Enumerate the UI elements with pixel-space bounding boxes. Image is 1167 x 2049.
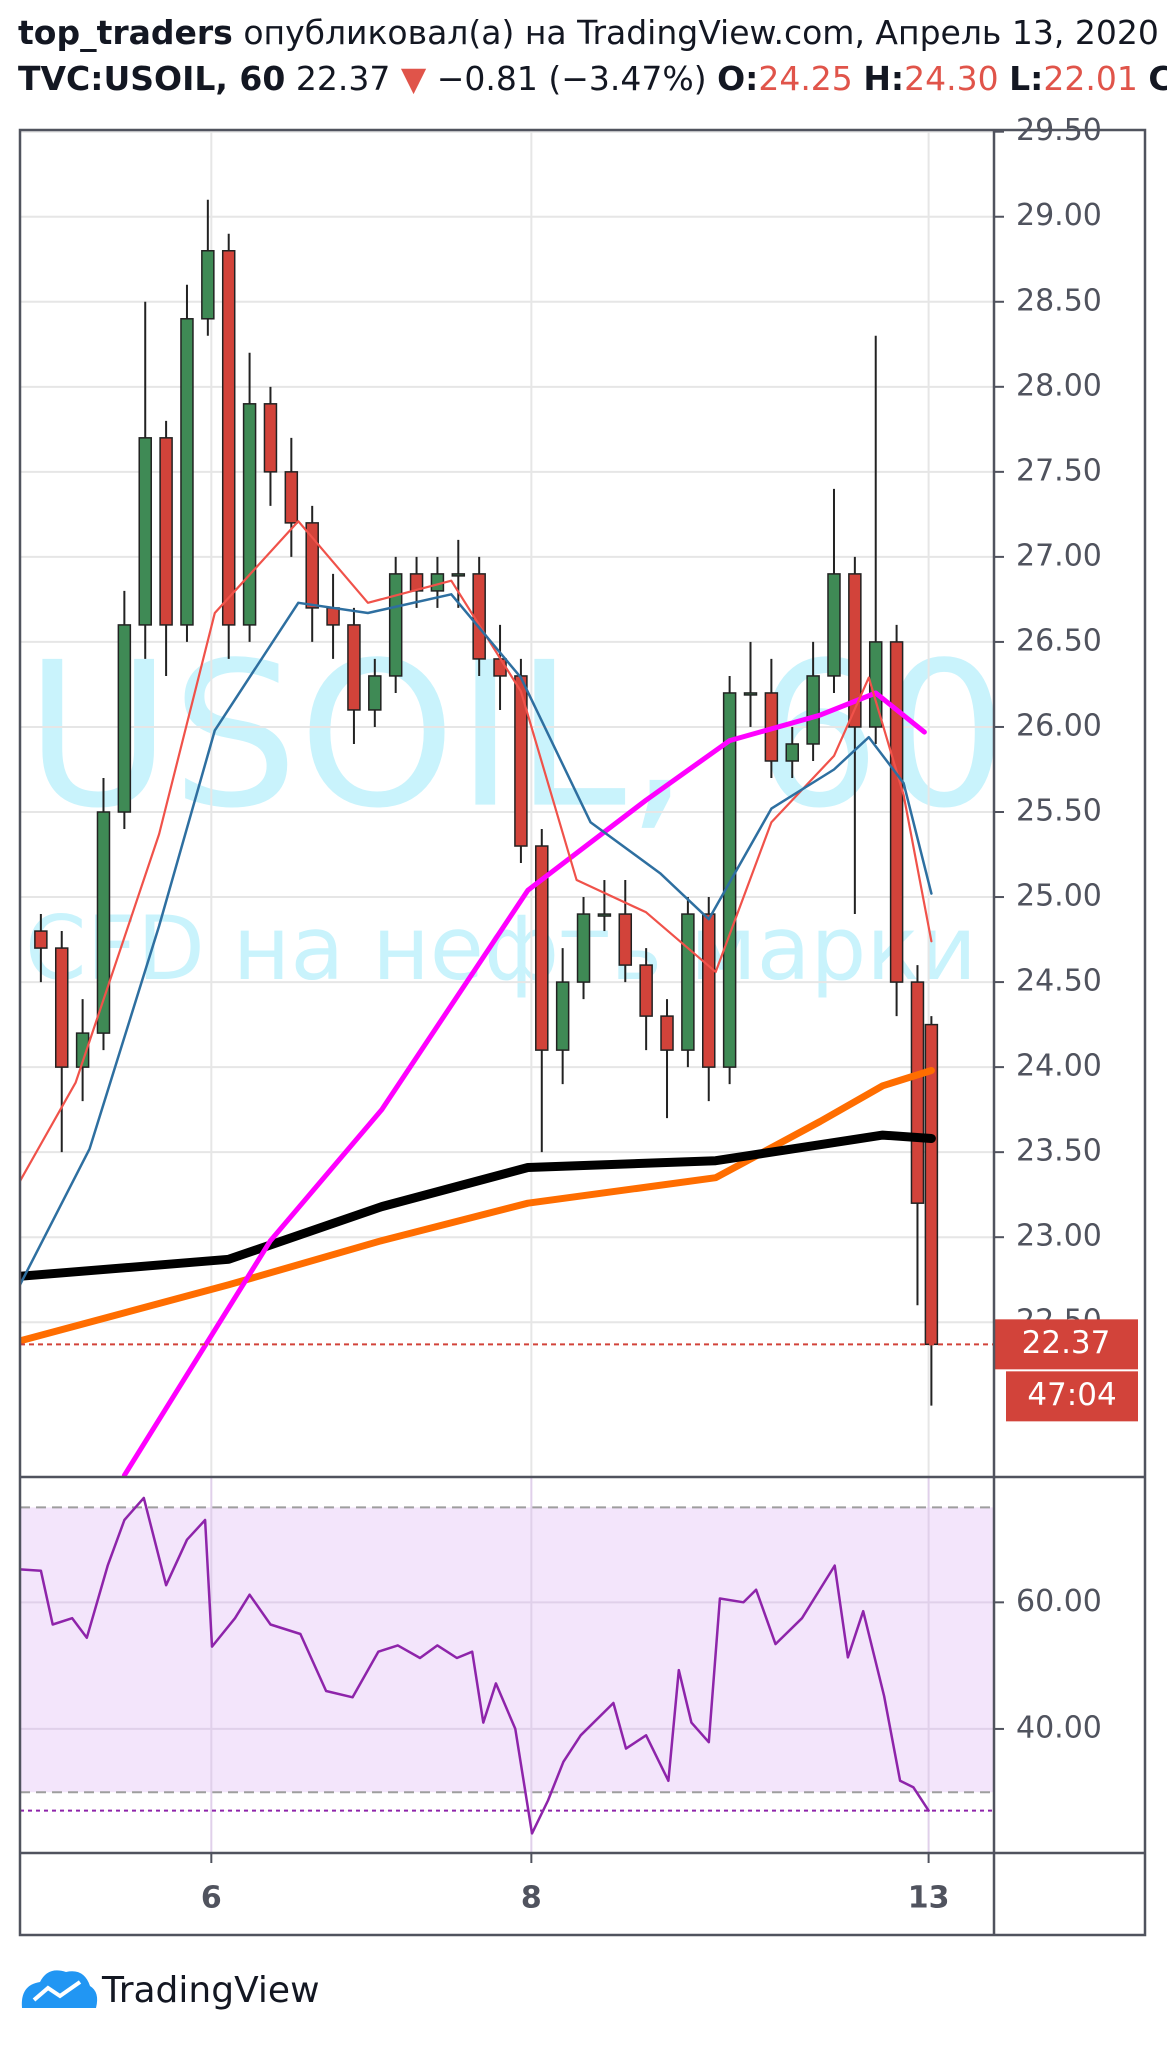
moving-average [20, 1067, 935, 1345]
candle-body [514, 675, 528, 847]
rsi-band [20, 1507, 994, 1793]
moving-average [20, 1130, 936, 1281]
candle-body [326, 607, 340, 626]
user: top_traders [18, 13, 233, 52]
axes: 22.5023.0023.5024.0024.5025.0025.5026.00… [201, 113, 1138, 1916]
l-value: 22.01 [1043, 59, 1138, 98]
moving-average [20, 593, 933, 1287]
rsi-pane [20, 1477, 994, 1853]
candle-body [388, 573, 403, 677]
candle-body [848, 573, 862, 728]
candle-body [576, 913, 591, 983]
arrow: ▼ [400, 59, 427, 98]
rsi-y-tick-label: 40.00 [1016, 1710, 1102, 1745]
rsi-line [20, 1496, 930, 1835]
countdown-label: 47:04 [1027, 1377, 1116, 1413]
h-label: H: [863, 59, 905, 98]
y-tick-label: 27.00 [1016, 538, 1102, 573]
header: top_traders опубликовал(а) на TradingVie… [18, 10, 1167, 102]
countdown-bg [1006, 1371, 1138, 1422]
o-label: O: [717, 59, 759, 98]
y-tick-label: 28.50 [1016, 283, 1102, 318]
symbol: TVC:USOIL, 60 [18, 59, 286, 98]
y-tick-label: 23.00 [1016, 1219, 1102, 1254]
candle-body [75, 1032, 90, 1068]
publish-text: опубликовал(а) на TradingView.com, Апрел… [243, 13, 1159, 52]
moving-average [121, 690, 927, 1477]
candle-body [681, 913, 695, 1051]
candle-body [618, 913, 633, 966]
y-tick-label: 23.50 [1016, 1134, 1102, 1169]
candle-body [910, 981, 925, 1204]
candle-body [785, 743, 799, 762]
logo-icon [21, 1970, 98, 2008]
moving-average [20, 520, 933, 1183]
last-price-bg [994, 1319, 1138, 1370]
candle-body [180, 318, 194, 626]
logo-line [32, 1980, 82, 2002]
candle-body [493, 658, 507, 677]
l-label: L: [1009, 59, 1044, 98]
candle-body [284, 471, 299, 524]
x-tick-label: 6 [201, 1881, 222, 1916]
logo: TradingView [21, 1970, 320, 2011]
price: 22.37 [295, 59, 391, 98]
y-tick-label: 24.50 [1016, 964, 1102, 999]
o-value: 24.25 [758, 59, 853, 98]
y-tick-label: 26.00 [1016, 708, 1102, 743]
candle-body [242, 403, 257, 626]
candle-body [138, 437, 152, 626]
candle-body [305, 522, 319, 609]
watermark-subtitle: CFD на нефть марки WTI [25, 897, 1167, 1000]
y-tick-label: 29.00 [1016, 198, 1102, 233]
candle-body [221, 250, 236, 626]
candle-body [263, 403, 278, 473]
candle-body [597, 913, 612, 917]
candle-body [201, 250, 215, 320]
candle-body [117, 624, 132, 813]
candle-body [660, 1015, 674, 1051]
h-value: 24.30 [904, 59, 999, 98]
header-line-1: top_traders опубликовал(а) на TradingVie… [18, 10, 1167, 56]
c-label: C [1148, 59, 1167, 98]
x-tick-label: 13 [908, 1881, 950, 1916]
candle-body [451, 573, 466, 577]
candle-body [159, 437, 173, 626]
y-tick-label: 26.50 [1016, 623, 1102, 658]
y-tick-label: 27.50 [1016, 453, 1102, 488]
candle-body [368, 675, 382, 711]
candle-body [743, 692, 758, 696]
last-price-label: 22.37 [1022, 1325, 1111, 1361]
candle-body [347, 624, 361, 711]
candle-body [889, 641, 904, 983]
candle-body [827, 573, 841, 677]
y-tick-label: 25.00 [1016, 879, 1102, 914]
header-line-2: TVC:USOIL, 60 22.37 ▼ −0.81 (−3.47%) O:2… [18, 56, 1167, 102]
candle-body [535, 845, 549, 1051]
frame-border [18, 128, 1147, 1937]
candle-body [54, 947, 69, 1068]
candle-body [806, 675, 820, 745]
y-tick-label: 24.00 [1016, 1049, 1102, 1084]
candle-body [34, 930, 48, 949]
candle-body [702, 913, 716, 1068]
frame [18, 128, 1147, 1937]
rsi-y-tick-label: 60.00 [1016, 1584, 1102, 1619]
x-tick-label: 8 [521, 1881, 542, 1916]
y-tick-label: 28.00 [1016, 368, 1102, 403]
candle-body [555, 981, 570, 1051]
y-tick-label: 25.50 [1016, 794, 1102, 829]
main-pane: USOIL, 60 CFD на нефть марки WTI [20, 130, 1167, 1477]
candle-body [96, 811, 111, 1034]
candle-body [639, 964, 653, 1017]
change: −0.81 (−3.47%) [436, 59, 707, 98]
brand: TradingView [101, 1970, 320, 2011]
